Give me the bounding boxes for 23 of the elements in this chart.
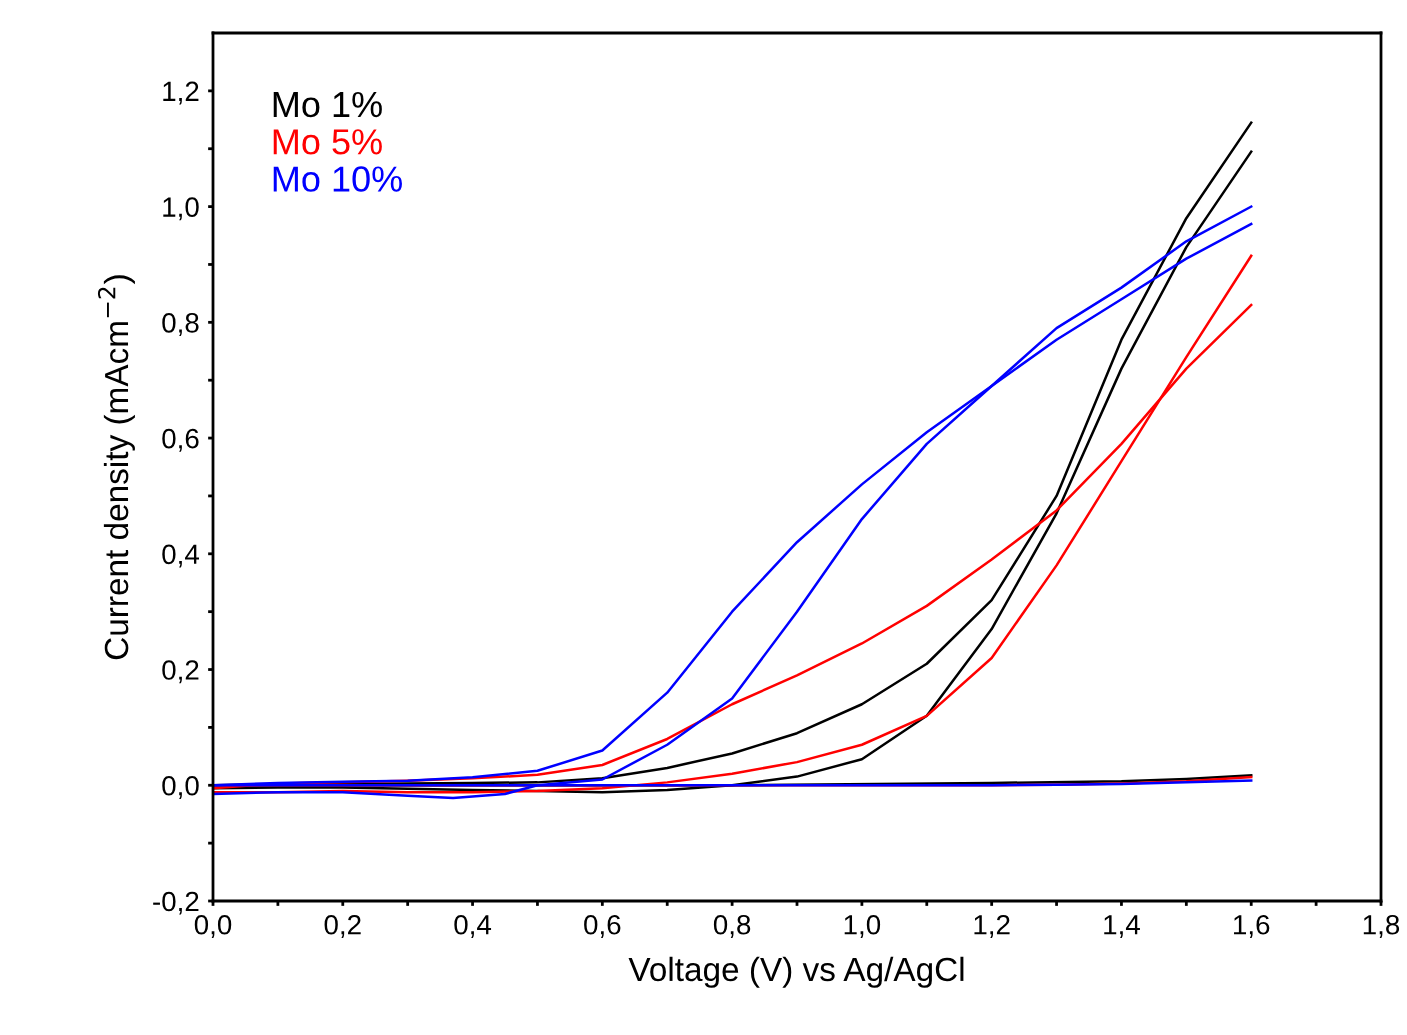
y-axis-title: Current density (mAcm$^{−2}$): [97, 275, 135, 660]
text: Mo 10%: [273, 166, 402, 192]
x-tick-label: 1,4: [1104, 915, 1140, 938]
y-tick-label: 0,0: [162, 775, 199, 799]
x-tick-label: 1,0: [844, 914, 881, 938]
x-tick-label: 0,8: [713, 914, 751, 938]
y-tick-label: 0,2: [162, 660, 199, 684]
x-tick-label: 0,2: [324, 914, 361, 938]
y-tick-label: 0,6: [162, 428, 199, 452]
text: Mo 1%: [273, 91, 382, 118]
x-tick-label: 0,0: [194, 914, 232, 938]
x-tick-label: 0,6: [584, 914, 621, 938]
y-tick-label: 0,8: [162, 313, 199, 336]
y-tick-label: 1,0: [163, 197, 199, 221]
x-tick-label: 1,8: [1363, 914, 1400, 938]
x-axis-title: Voltage (V) vs Ag/AgCl: [628, 956, 964, 988]
x-tick-label: 1,2: [974, 914, 1010, 938]
x-tick-label: 1,6: [1234, 914, 1270, 938]
y-tick-label: 1,2: [163, 81, 199, 105]
text: Mo 5%: [273, 129, 382, 155]
y-tick-label: 0,4: [162, 544, 199, 568]
y-tick-label: -0,2: [153, 891, 199, 915]
x-tick-label: 0,4: [454, 914, 492, 938]
